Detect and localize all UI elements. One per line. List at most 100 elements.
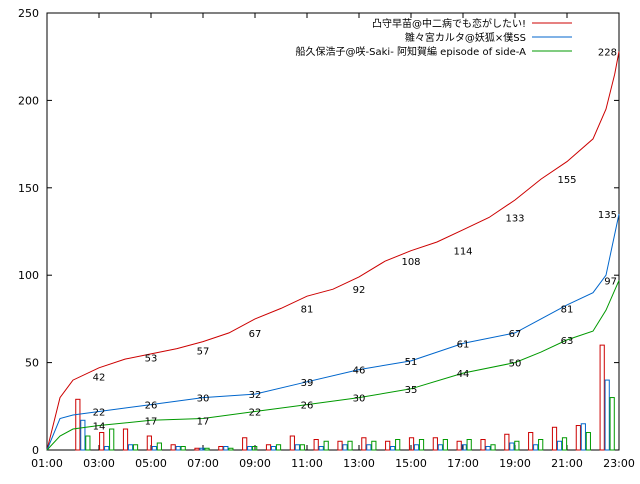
bar [122, 428, 129, 451]
bar [461, 444, 467, 451]
x-tick-label: 13:00 [343, 457, 375, 470]
bar [228, 447, 234, 451]
bar [75, 398, 81, 451]
x-tick-label: 17:00 [447, 457, 479, 470]
bar [104, 446, 110, 451]
data-label: 17 [145, 416, 158, 427]
bar [432, 437, 438, 451]
x-tick-label: 23:00 [603, 457, 635, 470]
x-tick-label: 19:00 [499, 457, 531, 470]
data-label: 44 [457, 369, 470, 380]
series-line [46, 280, 620, 451]
bar [80, 419, 86, 451]
bar [390, 446, 396, 451]
data-label: 228 [598, 47, 617, 58]
x-tick-label: 07:00 [187, 457, 219, 470]
bar [204, 447, 210, 451]
bar [504, 433, 510, 451]
bar [413, 444, 420, 451]
series-line [46, 51, 620, 451]
y-tick-label: 250 [18, 7, 39, 20]
bar [490, 444, 496, 451]
bar [99, 432, 105, 451]
bar [275, 444, 282, 451]
plot-frame [46, 12, 620, 451]
bar [318, 446, 324, 451]
bar [156, 442, 162, 451]
data-label: 61 [457, 339, 470, 350]
data-label: 17 [197, 416, 210, 427]
data-label: 32 [249, 390, 262, 401]
bar [609, 397, 615, 451]
bar [265, 444, 272, 451]
data-label: 35 [405, 385, 418, 396]
bar [180, 446, 186, 451]
bar [466, 439, 472, 451]
y-tick-label: 0 [32, 444, 39, 457]
bar [485, 446, 491, 451]
bar [342, 444, 348, 451]
bar [575, 425, 581, 451]
y-tick-label: 50 [25, 357, 39, 370]
data-label: 57 [197, 346, 210, 357]
bar [509, 442, 515, 451]
bar [585, 432, 591, 451]
bar [456, 440, 462, 451]
bar [252, 446, 258, 451]
data-label: 30 [197, 394, 210, 405]
legend-label: 船久保浩子@咲-Saki- 阿知賀編 episode of side-A [296, 45, 527, 58]
bar [561, 437, 568, 451]
data-label: 53 [145, 353, 158, 364]
bar [85, 435, 91, 451]
data-label: 22 [93, 408, 106, 419]
bar [146, 435, 152, 451]
data-label: 63 [561, 336, 574, 347]
data-label: 81 [301, 304, 314, 315]
bar [151, 446, 157, 451]
bar [514, 440, 520, 451]
bar [533, 444, 539, 451]
data-label: 92 [353, 285, 366, 296]
x-tick-label: 09:00 [239, 457, 271, 470]
x-tick-label: 15:00 [395, 457, 427, 470]
data-label: 26 [301, 401, 314, 412]
bar [361, 437, 367, 451]
data-label: 50 [509, 359, 522, 370]
bar [194, 447, 200, 451]
bar [366, 444, 372, 451]
bar [127, 444, 134, 451]
bar [218, 446, 224, 451]
bar [604, 379, 610, 451]
bar [480, 439, 486, 451]
y-tick-label: 150 [18, 182, 39, 195]
data-label: 135 [598, 210, 617, 221]
data-label: 30 [353, 394, 366, 405]
bar [242, 437, 248, 451]
x-tick-label: 03:00 [83, 457, 115, 470]
bar [385, 440, 391, 451]
bar [199, 447, 205, 451]
bar [408, 437, 415, 451]
bar [109, 428, 115, 451]
bar [247, 446, 253, 451]
bar [294, 444, 300, 451]
series-line [46, 213, 620, 451]
x-tick-label: 01:00 [31, 457, 63, 470]
bar [299, 444, 305, 451]
bar [289, 435, 295, 451]
bar [580, 423, 586, 451]
data-label: 26 [145, 401, 158, 412]
x-tick-label: 11:00 [291, 457, 323, 470]
bar [170, 444, 176, 451]
bar [337, 440, 343, 451]
data-label: 46 [353, 366, 366, 377]
data-label: 67 [249, 329, 262, 340]
bar [323, 440, 329, 451]
bar [418, 439, 425, 451]
data-label: 133 [505, 214, 524, 225]
data-label: 51 [405, 357, 418, 368]
x-tick-label: 05:00 [135, 457, 167, 470]
data-label: 155 [557, 175, 576, 186]
